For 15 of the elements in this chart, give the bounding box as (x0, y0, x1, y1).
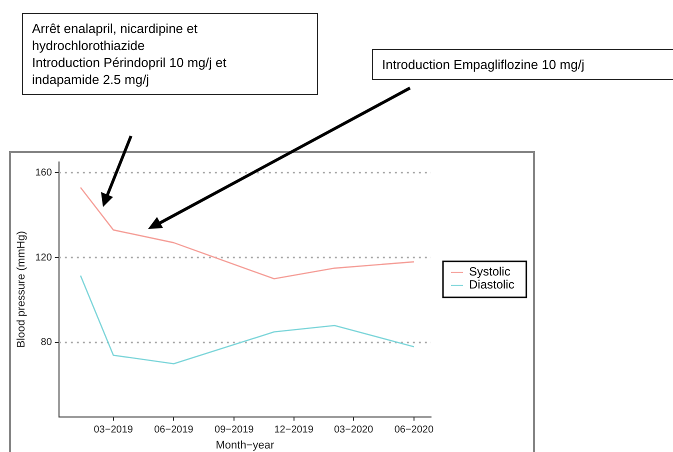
x-tick-label: 06−2019 (154, 424, 194, 436)
text: Introduction Empagliflozine 10 mg/j (372, 49, 673, 80)
x-tick-label: 06−2020 (394, 424, 434, 436)
legend-label: Systolic (469, 264, 510, 279)
y-tick-label: 120 (35, 252, 52, 264)
x-tick-label: 03−2020 (334, 424, 374, 436)
x-tick-label: 03−2019 (94, 424, 134, 436)
y-tick-label: 80 (40, 337, 52, 348)
x-tick-label: 12−2019 (274, 424, 314, 436)
y-tick-label: 160 (35, 167, 52, 178)
y-axis-title: Blood pressure (mmHg) (16, 231, 28, 348)
text: Arrêt enalapril, nicardipine et hydrochlorothiazide Introduction Périndopril 10 mg/j et indapamide 2.5 mg/j (22, 13, 318, 95)
x-axis-title: Month−year (216, 439, 274, 452)
legend-label: Diastolic (469, 278, 514, 292)
x-tick-label: 09−2019 (214, 424, 254, 436)
